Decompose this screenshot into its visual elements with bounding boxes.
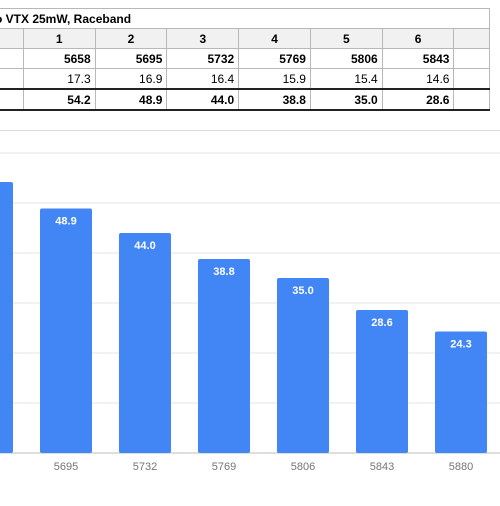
data-label: 48.9 — [55, 216, 76, 228]
table-cell[interactable] — [0, 48, 24, 69]
header-cell[interactable]: 1 — [22, 28, 96, 49]
x-tick-label: 5806 — [291, 461, 315, 473]
table-cell[interactable]: 38.8 — [238, 88, 311, 111]
table-cell[interactable]: 28.6 — [381, 88, 455, 111]
table-cell[interactable]: 5769 — [238, 48, 311, 69]
bar-5843[interactable] — [356, 310, 408, 453]
table-cell[interactable] — [453, 88, 490, 111]
bar-5732[interactable] — [119, 233, 171, 453]
bar-chart-svg: 54.248.944.038.835.028.624.3 56955732576… — [0, 152, 500, 473]
table-cell[interactable]: 35.0 — [309, 88, 383, 111]
x-tick-label: 5843 — [370, 461, 394, 473]
table-cell[interactable]: 15.9 — [238, 68, 311, 90]
x-axis-ticks: 5695 5732 5769 5806 5843 5880 — [54, 461, 473, 473]
data-label: 44.0 — [134, 240, 155, 252]
table-cell[interactable]: 17.3 — [22, 68, 96, 90]
header-row: 1 2 3 4 5 6 — [0, 28, 490, 49]
table-cell[interactable] — [453, 68, 490, 90]
data-grid: o VTX 25mW, Raceband 1 2 3 4 5 6 5658 56… — [0, 8, 490, 111]
x-tick-label: 5732 — [133, 461, 157, 473]
x-tick-label: 5695 — [54, 461, 78, 473]
header-cell[interactable] — [453, 28, 490, 49]
header-cell[interactable]: 3 — [166, 28, 240, 49]
measurement-row: 17.3 16.9 16.4 15.9 15.4 14.6 — [0, 68, 490, 90]
x-tick-label: 5769 — [212, 461, 236, 473]
power-row: 54.2 48.9 44.0 38.8 35.0 28.6 — [0, 88, 490, 111]
bars — [0, 182, 487, 453]
header-cell[interactable]: 2 — [94, 28, 168, 49]
bar-chart: 54.248.944.038.835.028.624.3 56955732576… — [0, 130, 500, 501]
x-tick-label: 5880 — [449, 461, 473, 473]
data-label: 38.8 — [213, 266, 234, 278]
header-cell[interactable]: 6 — [381, 28, 455, 49]
table-cell[interactable] — [0, 88, 24, 111]
sheet-title[interactable]: o VTX 25mW, Raceband — [0, 8, 490, 29]
table-cell[interactable]: 16.9 — [94, 68, 168, 90]
table-cell[interactable]: 16.4 — [166, 68, 240, 90]
bar-5695[interactable] — [40, 208, 92, 454]
table-cell[interactable] — [0, 68, 24, 90]
bar-5806[interactable] — [277, 278, 329, 453]
title-row: o VTX 25mW, Raceband — [0, 8, 490, 29]
header-cell[interactable] — [0, 28, 24, 49]
table-cell[interactable]: 54.2 — [22, 88, 96, 111]
data-label: 28.6 — [371, 317, 392, 329]
table-cell[interactable]: 5806 — [309, 48, 383, 69]
bar-5880[interactable] — [435, 331, 487, 454]
table-cell[interactable] — [453, 48, 490, 69]
table-cell[interactable]: 15.4 — [309, 68, 383, 90]
bar-5658[interactable] — [0, 182, 13, 453]
data-label: 24.3 — [450, 339, 471, 351]
data-label: 35.0 — [292, 285, 313, 297]
header-cell[interactable]: 4 — [238, 28, 311, 49]
table-cell[interactable]: 5732 — [166, 48, 240, 69]
frequency-row: 5658 5695 5732 5769 5806 5843 — [0, 48, 490, 69]
spreadsheet-table: o VTX 25mW, Raceband 1 2 3 4 5 6 5658 56… — [0, 0, 500, 112]
table-cell[interactable]: 14.6 — [381, 68, 455, 90]
table-cell[interactable]: 48.9 — [94, 88, 168, 111]
table-cell[interactable]: 44.0 — [166, 88, 240, 111]
bar-5769[interactable] — [198, 259, 250, 453]
data-labels: 54.248.944.038.835.028.624.3 — [55, 216, 471, 351]
table-cell[interactable]: 5843 — [381, 48, 455, 69]
header-cell[interactable]: 5 — [309, 28, 383, 49]
table-cell[interactable]: 5658 — [22, 48, 96, 69]
table-cell[interactable]: 5695 — [94, 48, 168, 69]
